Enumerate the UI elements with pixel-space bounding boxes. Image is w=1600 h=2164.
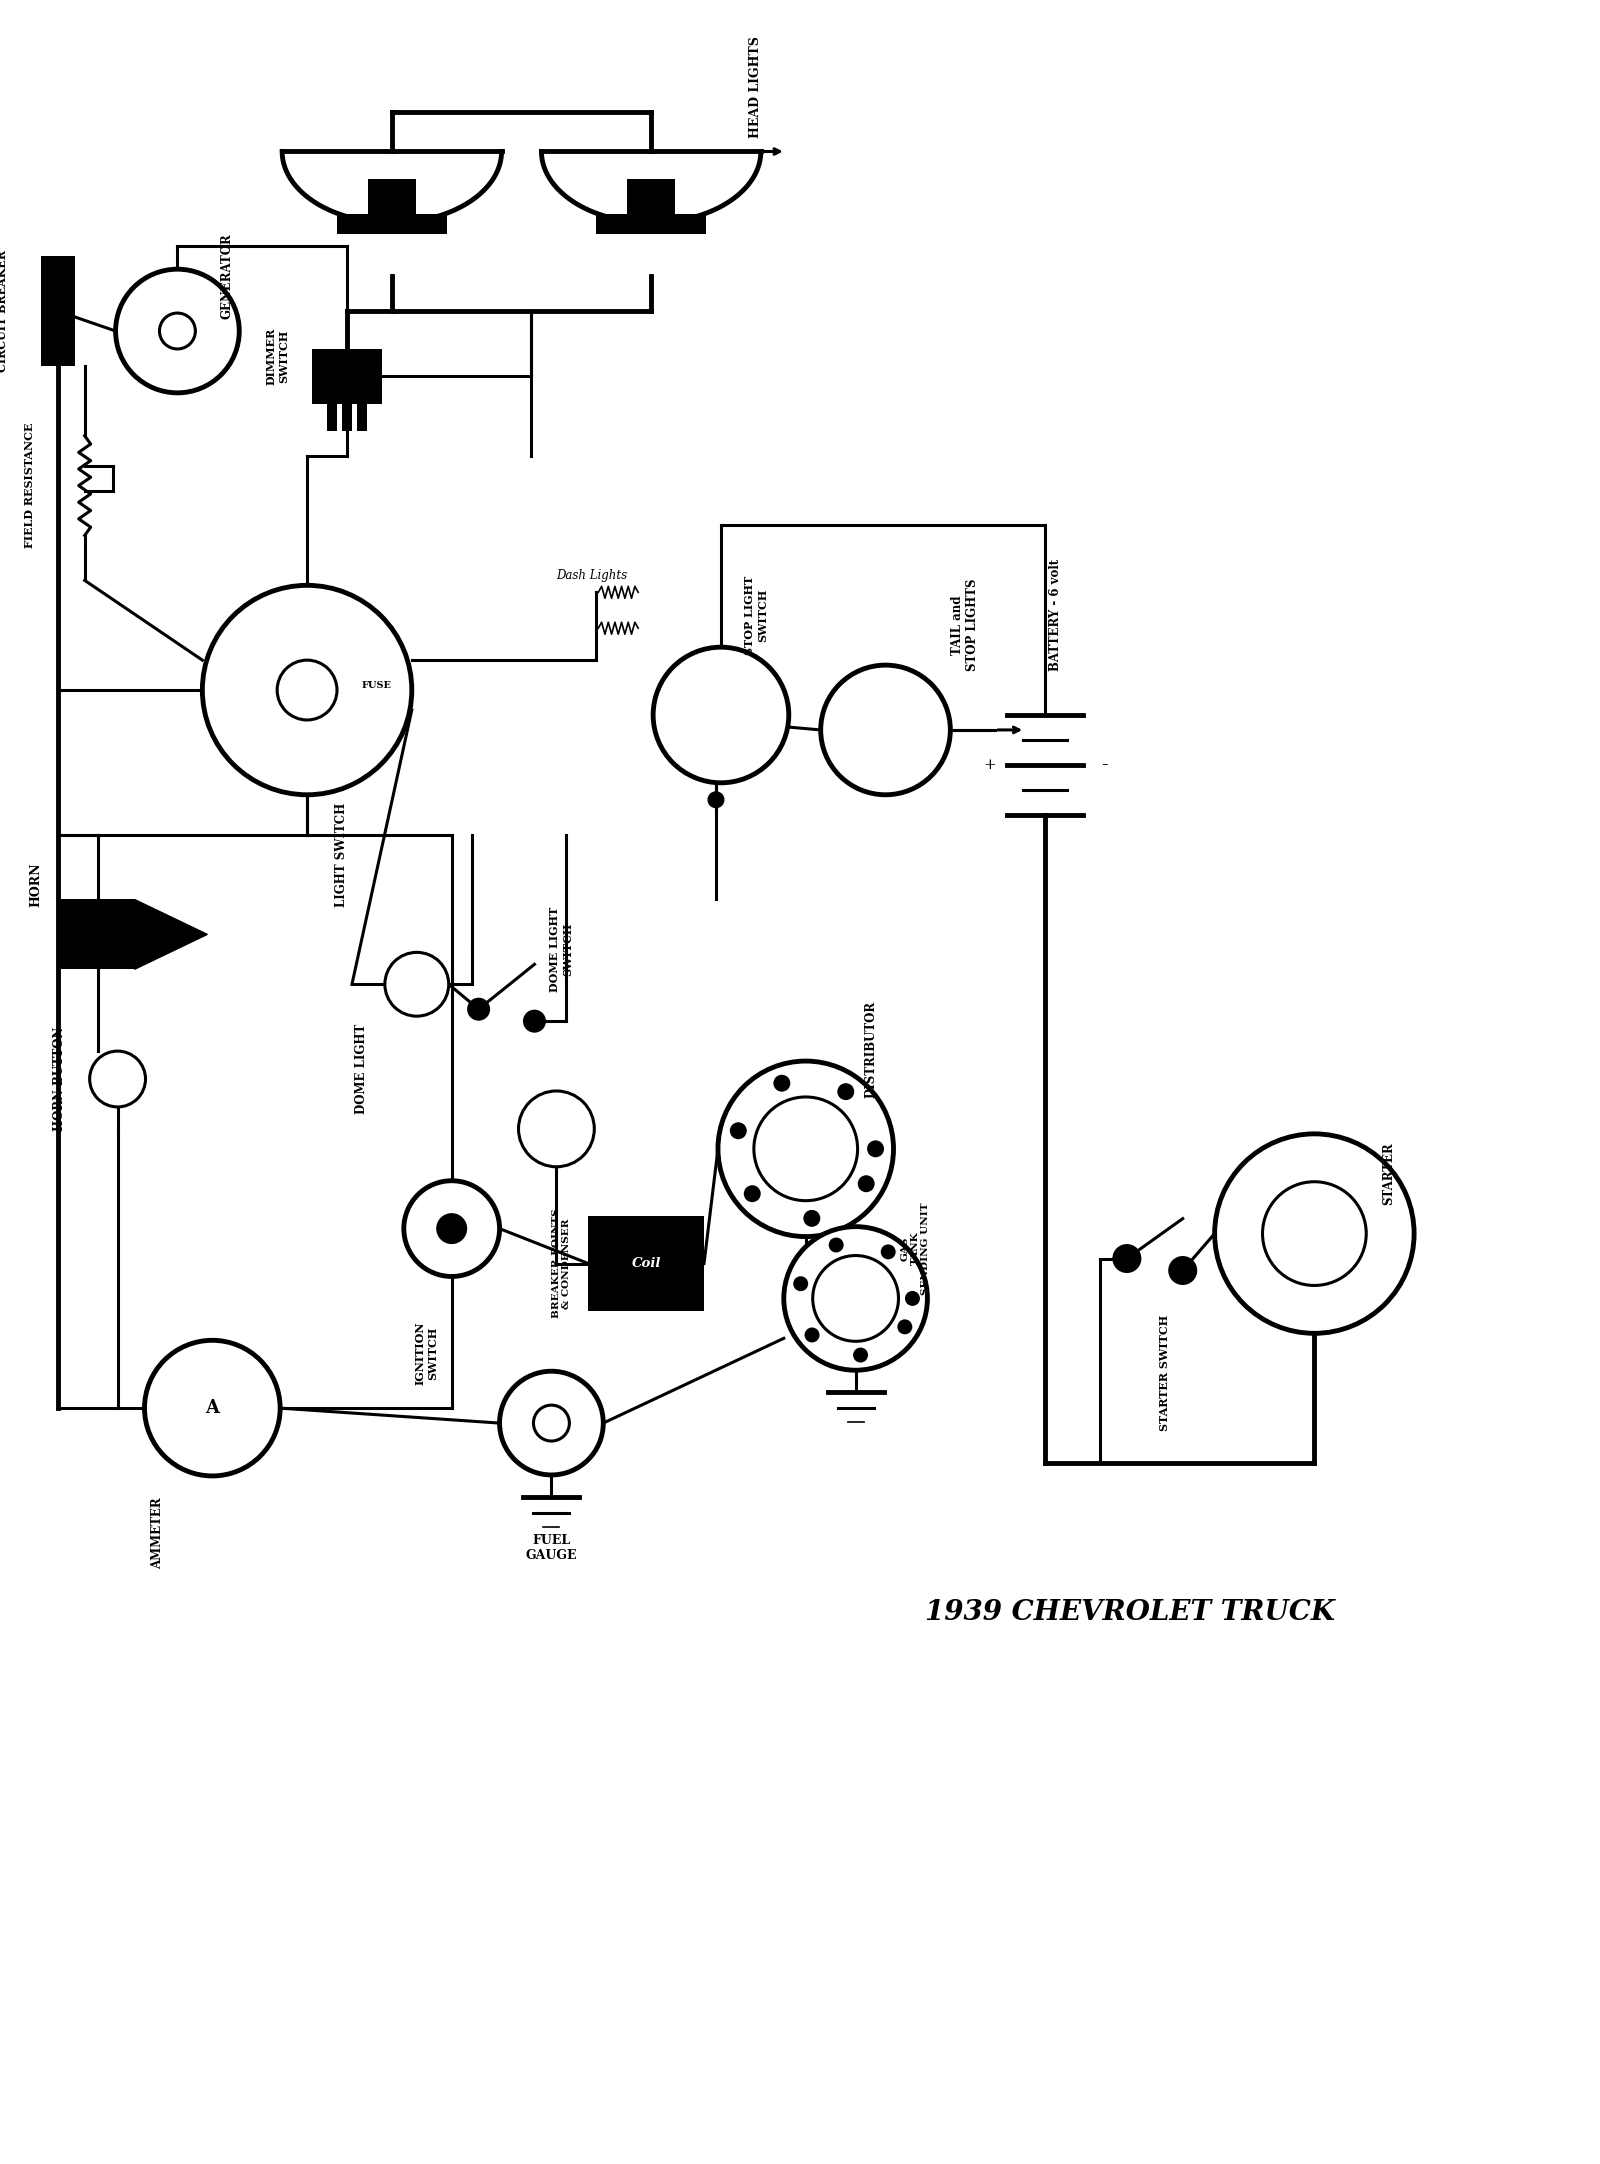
Bar (342, 403, 352, 431)
Text: DOME LIGHT: DOME LIGHT (355, 1024, 368, 1114)
Text: 1939 CHEVROLET TRUCK: 1939 CHEVROLET TRUCK (925, 1599, 1334, 1625)
Circle shape (386, 952, 448, 1017)
Circle shape (469, 1000, 488, 1019)
Text: HEAD LIGHTS: HEAD LIGHTS (749, 37, 762, 138)
Text: Coil: Coil (632, 1257, 661, 1270)
Text: BREAKER POINTS
& CONDENSER: BREAKER POINTS & CONDENSER (552, 1210, 571, 1318)
Bar (357, 403, 366, 431)
Text: GAS
TANK
SENDING UNIT: GAS TANK SENDING UNIT (901, 1203, 930, 1294)
Circle shape (518, 1091, 594, 1166)
Circle shape (202, 584, 411, 794)
Bar (312, 348, 382, 405)
Circle shape (525, 1011, 544, 1030)
Circle shape (853, 1348, 869, 1363)
Circle shape (744, 1186, 760, 1203)
Circle shape (773, 1076, 790, 1091)
Circle shape (709, 792, 723, 807)
Circle shape (1114, 1246, 1139, 1272)
Circle shape (858, 1175, 875, 1192)
Circle shape (438, 1214, 466, 1242)
Text: STARTER: STARTER (1382, 1143, 1395, 1205)
Bar (627, 180, 675, 216)
Circle shape (730, 1123, 747, 1138)
Bar (589, 1216, 704, 1311)
Circle shape (829, 1238, 843, 1253)
Circle shape (880, 1244, 896, 1259)
Circle shape (784, 1227, 928, 1370)
Polygon shape (134, 900, 208, 969)
Circle shape (277, 660, 338, 721)
Text: FIELD RESISTANCE: FIELD RESISTANCE (24, 422, 35, 547)
Circle shape (403, 1182, 499, 1277)
Text: DIMMER
SWITCH: DIMMER SWITCH (266, 327, 290, 385)
Circle shape (867, 1140, 885, 1158)
Circle shape (803, 1210, 821, 1227)
Text: FUSE: FUSE (362, 679, 392, 690)
Bar (368, 180, 416, 216)
Bar (597, 214, 706, 234)
Circle shape (718, 1060, 893, 1236)
Text: LIGHT SWITCH: LIGHT SWITCH (336, 803, 349, 907)
Circle shape (653, 647, 789, 783)
Circle shape (821, 664, 950, 794)
Text: +: + (984, 757, 997, 773)
Text: STOP LIGHT
SWITCH: STOP LIGHT SWITCH (744, 576, 768, 656)
Bar (326, 403, 338, 431)
Circle shape (794, 1277, 808, 1292)
Circle shape (160, 314, 195, 348)
Text: FUEL
GAUGE: FUEL GAUGE (526, 1534, 578, 1562)
Circle shape (1170, 1257, 1195, 1283)
Circle shape (1214, 1134, 1414, 1333)
Circle shape (813, 1255, 899, 1342)
Text: CIRCUIT BREAKER: CIRCUIT BREAKER (0, 251, 8, 372)
Text: AMMETER: AMMETER (150, 1497, 163, 1569)
Text: HORN: HORN (29, 861, 42, 907)
Circle shape (90, 1052, 146, 1108)
Circle shape (898, 1320, 912, 1335)
Circle shape (837, 1084, 854, 1099)
Text: DOME LIGHT
SWITCH: DOME LIGHT SWITCH (549, 907, 573, 991)
Circle shape (115, 268, 240, 394)
Text: GENERATOR: GENERATOR (221, 234, 234, 318)
Text: IGNITION
SWITCH: IGNITION SWITCH (414, 1322, 438, 1385)
Circle shape (533, 1404, 570, 1441)
Text: Dash Lights: Dash Lights (557, 569, 627, 582)
Text: A: A (205, 1400, 219, 1417)
Text: STARTER SWITCH: STARTER SWITCH (1160, 1316, 1170, 1430)
Text: -: - (1102, 755, 1109, 775)
Circle shape (144, 1340, 280, 1476)
Bar (338, 214, 446, 234)
Circle shape (754, 1097, 858, 1201)
Text: HORN BUTTON: HORN BUTTON (53, 1028, 66, 1132)
Bar (40, 255, 75, 366)
Bar (59, 900, 134, 969)
Text: BATTERY - 6 volt: BATTERY - 6 volt (1048, 558, 1061, 671)
Circle shape (906, 1292, 920, 1305)
Circle shape (1262, 1182, 1366, 1285)
Text: TAIL and
STOP LIGHTS: TAIL and STOP LIGHTS (952, 580, 979, 671)
Circle shape (499, 1372, 603, 1476)
Text: DISTRIBUTOR: DISTRIBUTOR (864, 1000, 877, 1097)
Circle shape (805, 1327, 819, 1342)
